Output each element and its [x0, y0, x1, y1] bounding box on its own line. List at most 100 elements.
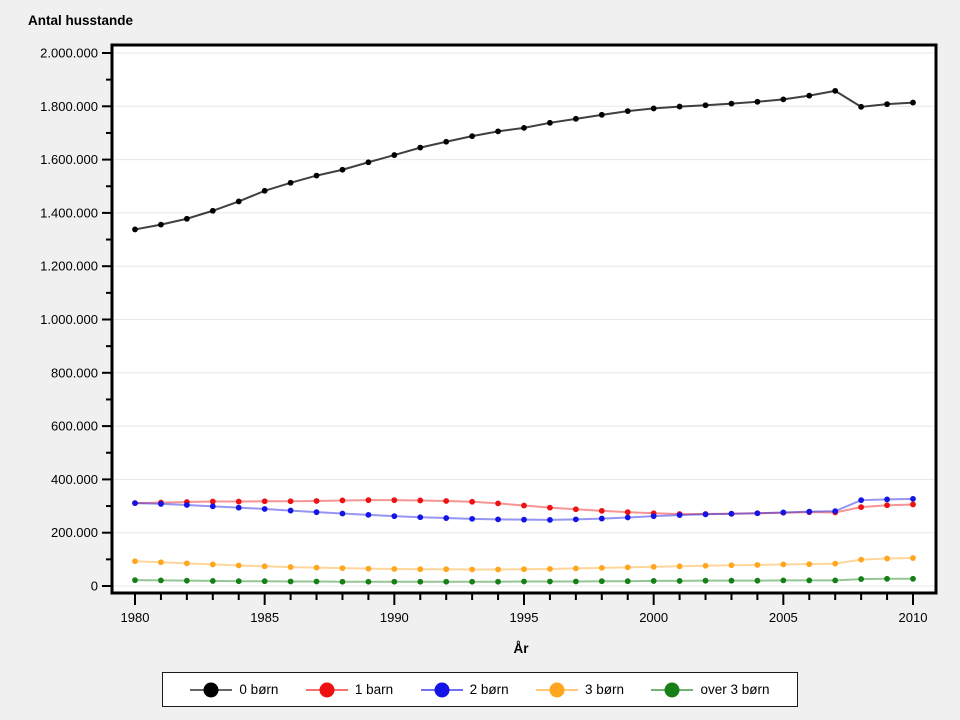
data-point [365, 159, 372, 166]
data-point [495, 578, 501, 585]
data-point [495, 566, 501, 573]
data-point [910, 555, 916, 561]
y-tick-label: 2.000.000 [40, 46, 98, 61]
series-marker-icon [190, 682, 233, 697]
data-point [235, 498, 242, 505]
data-point [235, 198, 242, 205]
data-point [832, 87, 839, 94]
data-point [365, 578, 372, 585]
data-point [183, 502, 190, 508]
data-point [287, 498, 294, 505]
data-point [728, 562, 735, 569]
data-point [521, 124, 527, 131]
data-point [832, 560, 839, 567]
series-marker-icon [651, 682, 694, 697]
data-point [858, 556, 865, 563]
data-point [547, 578, 553, 585]
data-point [339, 166, 346, 173]
data-point [624, 108, 631, 114]
data-point [313, 578, 320, 585]
legend-item-1: 0 børn [190, 681, 278, 699]
data-point [469, 515, 476, 522]
data-point [209, 498, 216, 505]
legend-item-5: over 3 børn [651, 681, 770, 699]
data-point [910, 575, 916, 582]
data-point [754, 510, 761, 517]
data-point [313, 172, 320, 179]
data-point [858, 103, 865, 110]
data-point [910, 501, 916, 508]
data-point [728, 100, 735, 107]
data-point [884, 575, 890, 582]
data-point [598, 564, 605, 571]
x-tick-label: 2000 [639, 610, 668, 625]
data-point [443, 498, 450, 504]
data-point [469, 498, 476, 505]
data-point [417, 497, 424, 504]
data-point [132, 558, 138, 565]
data-point [572, 506, 579, 513]
data-point [391, 566, 398, 572]
legend-label: 1 barn [354, 682, 394, 697]
data-point [261, 498, 268, 505]
data-point [624, 514, 631, 521]
legend-label: 0 børn [239, 682, 279, 697]
data-point [858, 576, 865, 582]
y-tick-label: 200.000 [51, 525, 98, 540]
data-point [806, 92, 813, 99]
data-point [365, 497, 372, 504]
data-point [728, 577, 735, 584]
data-point [391, 513, 398, 520]
data-point [884, 496, 890, 503]
data-point [650, 563, 657, 570]
data-point [832, 577, 839, 584]
data-point [261, 578, 268, 585]
y-tick-label: 0 [91, 579, 98, 594]
y-tick-label: 1.400.000 [40, 205, 98, 220]
data-point [443, 515, 450, 521]
x-tick-label: 1990 [380, 610, 409, 625]
legend-label: 3 børn [585, 682, 625, 697]
legend-label: over 3 børn [700, 682, 770, 697]
data-point [676, 512, 683, 519]
data-point [702, 511, 709, 518]
y-tick-label: 1.800.000 [40, 99, 98, 114]
data-point [158, 501, 164, 507]
data-point [209, 561, 216, 568]
data-point [547, 566, 553, 572]
series-marker-icon [536, 682, 579, 697]
y-tick-label: 1.600.000 [40, 152, 98, 167]
data-point [521, 502, 527, 509]
data-point [884, 555, 890, 562]
data-point [598, 507, 605, 514]
x-tick-label: 2005 [769, 610, 798, 625]
data-point [158, 559, 164, 566]
legend-item-2: 1 barn [305, 681, 394, 699]
data-point [158, 221, 164, 228]
data-point [235, 504, 242, 511]
data-point [261, 563, 268, 570]
data-point [287, 179, 294, 186]
series-marker-icon [305, 682, 348, 697]
data-point [676, 103, 683, 110]
data-point [650, 513, 657, 520]
data-point [235, 562, 242, 569]
data-point [702, 102, 709, 109]
data-point [365, 511, 372, 518]
data-point [780, 561, 787, 568]
data-point [728, 510, 735, 517]
data-point [443, 578, 450, 585]
data-point [676, 563, 683, 570]
data-point [598, 515, 605, 522]
data-point [780, 509, 787, 516]
legend-item-3: 2 børn [420, 681, 509, 699]
chart-title: Antal husstande [28, 13, 134, 28]
x-tick-label: 1980 [121, 610, 150, 625]
data-point [132, 577, 138, 584]
data-point [858, 497, 865, 504]
data-point [910, 495, 916, 502]
data-point [572, 516, 579, 523]
data-point [209, 578, 216, 584]
data-point [624, 578, 631, 585]
data-point [183, 560, 190, 567]
